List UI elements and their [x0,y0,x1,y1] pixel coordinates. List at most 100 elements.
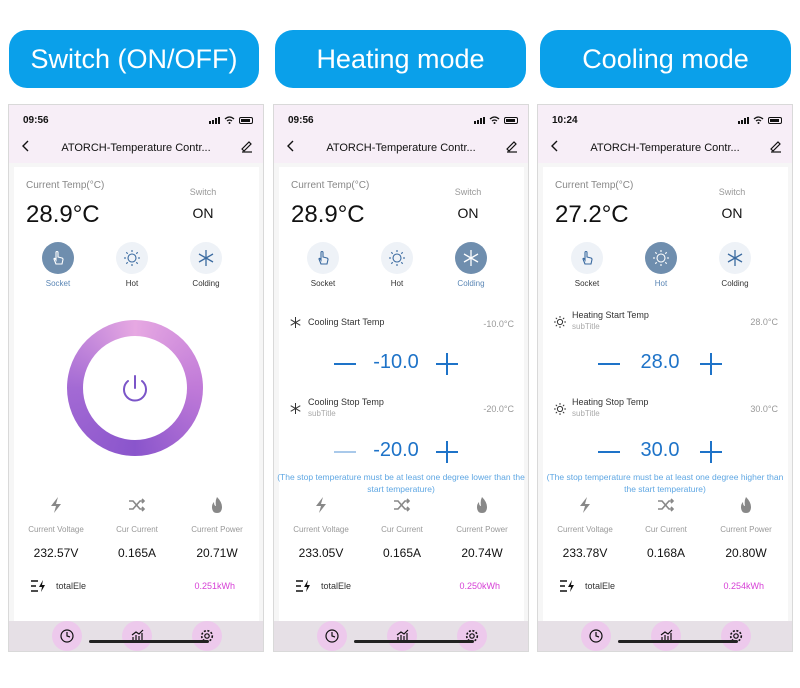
snowflake-icon [290,403,301,414]
voltage-label: Current Voltage [293,525,349,534]
power-toggle-button[interactable] [67,320,203,456]
total-ele-label: totalEle [585,581,616,591]
lightning-icon [550,495,620,515]
tab-settings[interactable] [721,621,751,651]
power-value: 20.71W [196,546,238,560]
mode-socket-button[interactable]: Socket [33,242,83,288]
mode-socket-button[interactable]: Socket [298,242,348,288]
cooling-start-value: -10.0°C [483,319,514,329]
mode-hot-button[interactable]: Hot [372,242,422,288]
tab-clock[interactable] [581,621,611,651]
increment-button[interactable] [436,353,458,375]
mode-colding-button[interactable]: Colding [710,242,760,288]
mode-colding-label: Colding [192,279,220,288]
decrement-button[interactable] [334,363,356,365]
mode-hot-button[interactable]: Hot [107,242,157,288]
tab-bar [274,621,528,651]
snowflake-icon [719,242,751,274]
increment-button[interactable] [700,353,722,375]
sun-icon [645,242,677,274]
signal-bars-icon [209,116,220,124]
clock-icon [60,629,74,643]
socket-hand-icon [571,242,603,274]
voltage-label: Current Voltage [28,525,84,534]
tab-settings[interactable] [457,621,487,651]
current-temp-label: Current Temp(°C) [291,180,370,191]
current-value: 0.165A [382,546,422,560]
mode-hot-button[interactable]: Hot [636,242,686,288]
heating-stop-stepper: 30.0 [598,437,738,467]
header-switch-mode: Switch (ON/OFF) [9,30,259,88]
edit-pencil-icon[interactable] [505,139,519,153]
metric-voltage: Current Voltage 232.57V [21,495,91,560]
total-ele-label: totalEle [321,581,352,591]
increment-button[interactable] [700,441,722,463]
phone-screen-switch: 09:56 ATORCH-Temperature Contr... Curren… [8,104,264,652]
total-ele-value: 0.250kWh [459,581,500,591]
heating-start-label: Heating Start Temp [572,310,649,320]
device-title: ATORCH-Temperature Contr... [61,142,211,154]
back-arrow-icon[interactable] [21,139,31,153]
current-temp-label: Current Temp(°C) [26,180,105,191]
device-title: ATORCH-Temperature Contr... [326,142,476,154]
wifi-icon [753,116,764,124]
mode-socket-button[interactable]: Socket [562,242,612,288]
status-icons [209,116,253,124]
switch-value[interactable]: ON [457,205,479,221]
switch-value[interactable]: ON [721,205,743,221]
tab-chart[interactable] [387,621,417,651]
switch-value[interactable]: ON [192,205,214,221]
cooling-start-step-value: -10.0 [373,351,419,373]
decrement-button[interactable] [334,451,356,453]
energy-total-icon [31,580,45,592]
metric-power: Current Power 20.74W [447,495,517,560]
metric-current: Cur Current 0.168A [631,495,701,560]
power-value: 20.74W [461,546,503,560]
tab-settings[interactable] [192,621,222,651]
mode-colding-button[interactable]: Colding [446,242,496,288]
mode-socket-label: Socket [45,279,71,288]
energy-total-icon [560,580,574,592]
header-heating-mode: Heating mode [275,30,526,88]
current-temp-value: 28.9°C [26,201,100,228]
mode-colding-button[interactable]: Colding [181,242,231,288]
current-temp-value: 27.2°C [555,201,629,228]
home-indicator [618,640,738,643]
heating-stop-label: Heating Stop Temp [572,397,649,407]
current-label: Cur Current [645,525,687,534]
mode-hot-label: Hot [390,279,404,288]
snowflake-icon [290,317,301,328]
increment-button[interactable] [436,441,458,463]
heating-start-value: 28.0°C [750,317,778,327]
metric-power: Current Power 20.71W [182,495,252,560]
status-icons [474,116,518,124]
switch-label: Switch [454,187,482,197]
flame-icon [182,495,252,515]
cooling-stop-stepper: -20.0 [334,437,474,467]
home-indicator [354,640,474,643]
power-value: 20.80W [725,546,767,560]
cooling-stop-value: -20.0°C [483,404,514,414]
cooling-start-label: Cooling Start Temp [308,317,385,327]
heating-start-subtitle: subTitle [572,322,600,331]
current-temp-label: Current Temp(°C) [555,180,634,191]
current-label: Cur Current [381,525,423,534]
socket-hand-icon [42,242,74,274]
tab-clock[interactable] [317,621,347,651]
metric-voltage: Current Voltage 233.05V [286,495,356,560]
metric-current: Cur Current 0.165A [102,495,172,560]
power-label: Current Power [720,525,772,534]
shuffle-icon [631,495,701,515]
lightning-icon [286,495,356,515]
top-bar: 09:56 ATORCH-Temperature Contr... [9,105,263,163]
decrement-button[interactable] [598,451,620,453]
tab-clock[interactable] [52,621,82,651]
back-arrow-icon[interactable] [550,139,560,153]
decrement-button[interactable] [598,363,620,365]
tab-chart[interactable] [122,621,152,651]
edit-pencil-icon[interactable] [240,139,254,153]
voltage-value: 233.05V [298,546,344,560]
edit-pencil-icon[interactable] [769,139,783,153]
back-arrow-icon[interactable] [286,139,296,153]
tab-chart[interactable] [651,621,681,651]
